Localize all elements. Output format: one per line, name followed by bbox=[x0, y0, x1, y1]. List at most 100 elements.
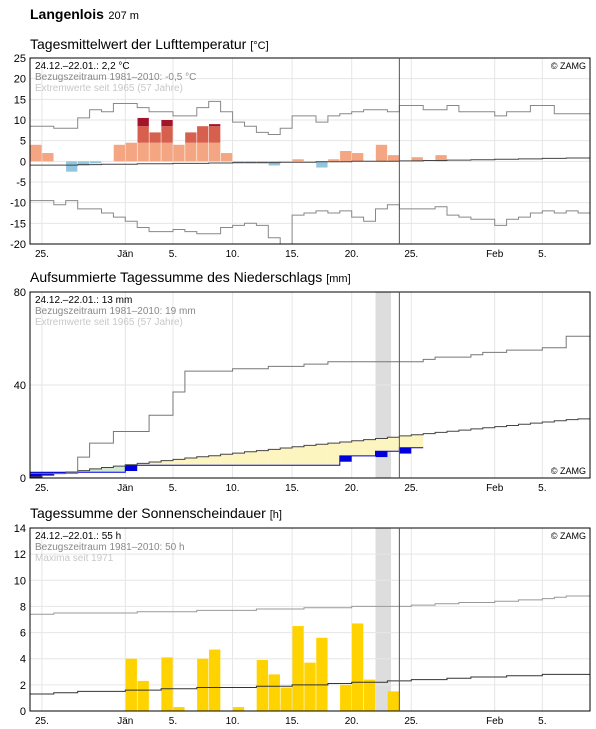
precipitation-cumulative-line bbox=[30, 447, 424, 473]
deficit-area bbox=[113, 466, 126, 473]
temperature-bar-upper bbox=[185, 132, 197, 143]
sunshine-bar bbox=[137, 680, 149, 711]
temperature-bar bbox=[42, 153, 54, 162]
x-tick-label: 15. bbox=[285, 249, 299, 260]
precipitation-step bbox=[399, 447, 412, 454]
sunshine-bar bbox=[161, 657, 173, 711]
deficit-area bbox=[220, 454, 233, 466]
deficit-area bbox=[399, 435, 412, 448]
temperature-bar bbox=[137, 142, 149, 162]
deficit-area bbox=[244, 451, 257, 466]
x-tick-label: 5. bbox=[538, 483, 546, 494]
y-tick-label: 0 bbox=[20, 706, 26, 718]
temperature-bar bbox=[30, 144, 42, 162]
temperature-bar-cold bbox=[316, 161, 328, 168]
temperature-bar-upper bbox=[197, 126, 209, 143]
sunshine-bar bbox=[232, 707, 245, 711]
y-tick-label: 5 bbox=[20, 136, 26, 148]
station-header: Langenlois 207 m bbox=[30, 6, 139, 24]
x-tick-label: 10. bbox=[226, 483, 240, 494]
y-tick-label: -15 bbox=[10, 218, 26, 230]
temperature-bar bbox=[340, 151, 352, 162]
x-tick-label: Jän bbox=[117, 249, 133, 260]
temperature-bar bbox=[125, 142, 137, 162]
y-tick-label: 80 bbox=[14, 287, 26, 299]
deficit-area bbox=[363, 439, 376, 456]
deficit-area bbox=[172, 459, 185, 466]
deficit-area bbox=[161, 460, 173, 466]
deficit-area bbox=[292, 446, 305, 466]
copyright-label: © ZAMG bbox=[551, 61, 586, 71]
y-tick-label: 2 bbox=[20, 680, 26, 692]
deficit-area bbox=[77, 470, 90, 473]
temperature-bar bbox=[161, 142, 173, 162]
x-tick-label: 5. bbox=[169, 249, 177, 260]
temperature-bar bbox=[435, 155, 447, 162]
sunshine-bar bbox=[292, 626, 304, 711]
temperature-bar-upper bbox=[209, 126, 221, 143]
sunshine-bar bbox=[280, 687, 292, 711]
temperature-bar bbox=[185, 142, 197, 162]
x-tick-label: Feb bbox=[486, 483, 504, 494]
y-tick-label: 10 bbox=[14, 115, 26, 127]
y-tick-label: 20 bbox=[14, 74, 26, 86]
temperature-bar bbox=[387, 155, 400, 162]
info-reference: Bezugszeitraum 1981–2010: 19 mm bbox=[35, 306, 196, 317]
x-tick-label: 20. bbox=[345, 716, 359, 727]
today-band bbox=[375, 528, 392, 711]
sunshine-bar bbox=[197, 658, 209, 711]
deficit-area bbox=[196, 456, 209, 466]
station-elevation: 207 m bbox=[108, 10, 139, 22]
temperature-bar bbox=[149, 142, 161, 162]
x-tick-label: 20. bbox=[345, 249, 359, 260]
deficit-area bbox=[315, 444, 328, 466]
x-tick-label: 25. bbox=[404, 483, 418, 494]
precipitation-step bbox=[375, 451, 388, 458]
y-tick-label: -20 bbox=[10, 239, 26, 251]
y-tick-label: 25 bbox=[14, 53, 26, 65]
sunshine-bar bbox=[363, 679, 376, 711]
temperature-bar bbox=[209, 142, 221, 162]
sunshine-bar bbox=[340, 684, 352, 711]
temperature-bar-extreme bbox=[209, 124, 221, 127]
x-tick-label: Feb bbox=[486, 249, 504, 260]
sunshine-bar bbox=[352, 623, 364, 711]
deficit-area bbox=[268, 449, 281, 466]
y-tick-label: 40 bbox=[14, 380, 26, 392]
sunshine-bar bbox=[125, 658, 137, 711]
info-reference: Bezugszeitraum 1981–2010: -0,5 °C bbox=[35, 72, 196, 83]
deficit-area bbox=[208, 455, 221, 466]
deficit-area bbox=[184, 458, 197, 466]
station-name: Langenlois bbox=[30, 6, 104, 22]
y-tick-label: 8 bbox=[20, 601, 26, 613]
sunshine-bar bbox=[387, 691, 400, 711]
deficit-area bbox=[351, 440, 364, 456]
y-tick-label: 0 bbox=[20, 156, 26, 168]
temperature-bar bbox=[173, 144, 185, 162]
x-tick-label: 20. bbox=[345, 483, 359, 494]
temperature-bar-cold bbox=[66, 161, 78, 172]
sunshine-title-text: Tagessumme der Sonnenscheindauer bbox=[30, 505, 266, 521]
reference-mean-line bbox=[30, 157, 590, 166]
sunshine-bar bbox=[209, 649, 221, 711]
deficit-area bbox=[137, 463, 150, 466]
extreme-min-line bbox=[30, 200, 590, 245]
reference-cumulative-line bbox=[30, 418, 590, 478]
copyright-label: © ZAMG bbox=[551, 531, 586, 541]
y-tick-label: -10 bbox=[10, 198, 26, 210]
x-tick-label: 10. bbox=[226, 249, 240, 260]
deficit-area bbox=[304, 445, 316, 466]
x-tick-label: 10. bbox=[226, 716, 240, 727]
deficit-area bbox=[149, 461, 162, 466]
sunshine-bar bbox=[256, 660, 268, 711]
temperature-chart-title: Tagesmittelwert der Lufttemperatur [°C] bbox=[30, 36, 269, 52]
x-tick-label: 25. bbox=[35, 716, 49, 727]
extreme-max-line bbox=[30, 100, 590, 135]
sunshine-bar bbox=[173, 707, 185, 711]
temperature-bar-cold bbox=[268, 161, 280, 166]
deficit-area bbox=[411, 434, 424, 448]
temperature-unit: [°C] bbox=[250, 40, 269, 52]
